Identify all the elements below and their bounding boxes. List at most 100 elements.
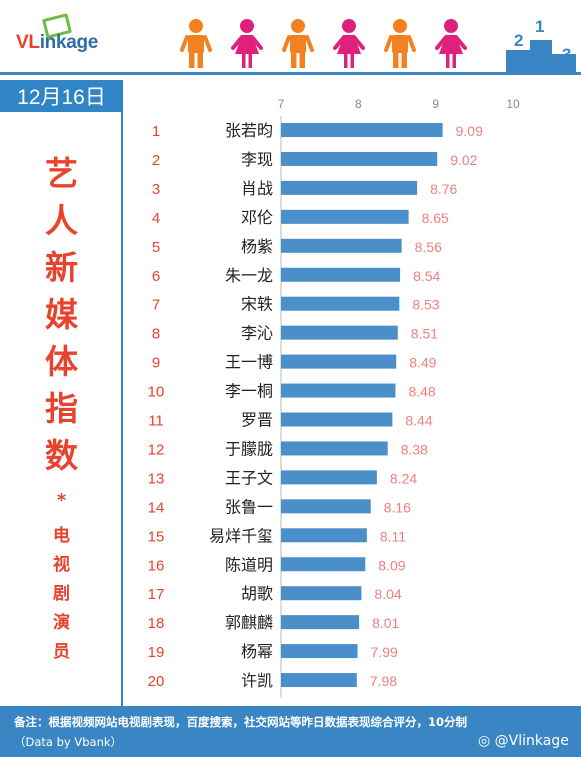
figure-leg bbox=[189, 52, 195, 68]
figure-arm bbox=[435, 35, 448, 50]
value-label: 8.65 bbox=[422, 210, 449, 226]
podium-second bbox=[506, 50, 530, 72]
x-tick-label: 8 bbox=[355, 97, 362, 111]
category-label: 邓伦 bbox=[241, 208, 273, 227]
bar bbox=[281, 296, 400, 311]
figure-dress bbox=[337, 35, 361, 54]
value-label: 9.02 bbox=[450, 152, 477, 168]
bar bbox=[281, 412, 393, 427]
bar bbox=[281, 441, 388, 456]
footer-source: （Data by Vbank） bbox=[14, 735, 123, 749]
category-label: 张鲁一 bbox=[225, 497, 273, 516]
category-label: 杨幂 bbox=[241, 642, 273, 661]
bar bbox=[281, 557, 366, 572]
figure-arm bbox=[384, 35, 393, 52]
value-label: 8.48 bbox=[408, 384, 435, 400]
weibo-handle[interactable]: ◎ @Vlinkage bbox=[478, 733, 569, 749]
rank-label: 4 bbox=[152, 210, 160, 227]
figure-body bbox=[188, 35, 204, 53]
category-label: 王一博 bbox=[225, 353, 273, 372]
rank-label: 9 bbox=[152, 355, 160, 372]
bar bbox=[281, 267, 401, 282]
category-label: 许凯 bbox=[241, 671, 273, 690]
date-label: 12月16日 bbox=[0, 80, 123, 112]
footer-note: 备注：根据视频网站电视剧表现，百度搜索，社交网站等昨日数据表现综合评分，10分制 bbox=[14, 715, 467, 729]
value-label: 7.99 bbox=[371, 644, 398, 660]
figure-leg bbox=[299, 52, 305, 68]
male-icon bbox=[384, 19, 416, 68]
podium-first bbox=[530, 40, 552, 72]
bar bbox=[281, 673, 357, 688]
weibo-handle-text: @Vlinkage bbox=[494, 733, 569, 749]
value-label: 8.24 bbox=[390, 470, 417, 486]
footer-bar: 备注：根据视频网站电视剧表现，百度搜索，社交网站等昨日数据表现综合评分，10分制… bbox=[0, 706, 581, 757]
rank-label: 1 bbox=[152, 123, 160, 140]
bar bbox=[281, 615, 360, 630]
value-label: 8.09 bbox=[378, 557, 405, 573]
x-tick-label: 10 bbox=[506, 97, 520, 111]
value-label: 8.11 bbox=[380, 528, 406, 544]
female-icon bbox=[435, 19, 467, 68]
subtitle-char: 员 bbox=[53, 642, 70, 662]
bar-chart: 7 8 9 10 1 张若昀 9.09 2 李现 9.02 3 肖战 8.76 4 邓伦 8.65 5 杨紫 8.5… bbox=[148, 97, 520, 698]
category-label: 罗晋 bbox=[241, 411, 273, 430]
figure-leg bbox=[350, 54, 354, 68]
male-icon bbox=[180, 19, 212, 68]
value-label: 9.09 bbox=[456, 123, 483, 139]
subtitle-vertical: 电视剧演员 bbox=[0, 522, 123, 667]
figure-arm bbox=[203, 35, 212, 52]
rank-label: 18 bbox=[148, 615, 165, 632]
figure-head bbox=[444, 19, 458, 33]
figure-head bbox=[393, 19, 407, 33]
figure-arm bbox=[250, 35, 263, 50]
rank-label: 6 bbox=[152, 268, 160, 285]
bar bbox=[281, 180, 418, 195]
category-label: 于朦胧 bbox=[225, 439, 273, 458]
rank-label: 11 bbox=[148, 413, 164, 430]
value-label: 8.56 bbox=[415, 239, 442, 255]
figure-leg bbox=[446, 54, 450, 68]
category-label: 宋轶 bbox=[241, 295, 273, 314]
podium-number: 2 bbox=[514, 31, 523, 50]
podium-number: 3 bbox=[562, 45, 571, 64]
title-char: 新 bbox=[45, 248, 78, 287]
figure-arm bbox=[352, 35, 365, 50]
figure-head bbox=[240, 19, 254, 33]
rank-label: 7 bbox=[152, 297, 160, 314]
figure-leg bbox=[248, 54, 252, 68]
value-label: 8.53 bbox=[412, 297, 439, 313]
figure-leg bbox=[197, 52, 203, 68]
value-label: 8.76 bbox=[430, 181, 457, 197]
figure-head bbox=[189, 19, 203, 33]
value-label: 8.54 bbox=[413, 268, 440, 284]
title-char: 人 bbox=[45, 201, 78, 240]
bar bbox=[281, 238, 402, 253]
rank-label: 8 bbox=[152, 326, 160, 343]
value-label: 8.01 bbox=[372, 615, 399, 631]
category-label: 李现 bbox=[241, 150, 273, 169]
bar bbox=[281, 644, 358, 659]
figure-arm bbox=[231, 35, 244, 50]
female-icon bbox=[231, 19, 263, 68]
figure-leg bbox=[291, 52, 297, 68]
people-figures bbox=[180, 19, 467, 68]
category-label: 李一桐 bbox=[225, 382, 273, 401]
female-icon bbox=[333, 19, 365, 68]
header-rule bbox=[0, 72, 581, 75]
category-label: 易烊千玺 bbox=[209, 526, 273, 545]
rank-label: 17 bbox=[148, 586, 165, 603]
rank-label: 19 bbox=[148, 644, 165, 661]
rank-label: 5 bbox=[152, 239, 160, 256]
bar bbox=[281, 470, 377, 485]
figure-leg bbox=[242, 54, 246, 68]
title-char: 艺 bbox=[45, 154, 78, 193]
rank-label: 3 bbox=[152, 181, 160, 198]
figure-leg bbox=[452, 54, 456, 68]
rank-label: 13 bbox=[148, 470, 165, 487]
figure-body bbox=[392, 35, 408, 53]
rank-label: 2 bbox=[152, 152, 160, 169]
weibo-icon: ◎ bbox=[478, 733, 491, 749]
value-label: 8.51 bbox=[411, 326, 438, 342]
rank-label: 12 bbox=[148, 441, 165, 458]
category-label: 张若昀 bbox=[225, 121, 273, 140]
